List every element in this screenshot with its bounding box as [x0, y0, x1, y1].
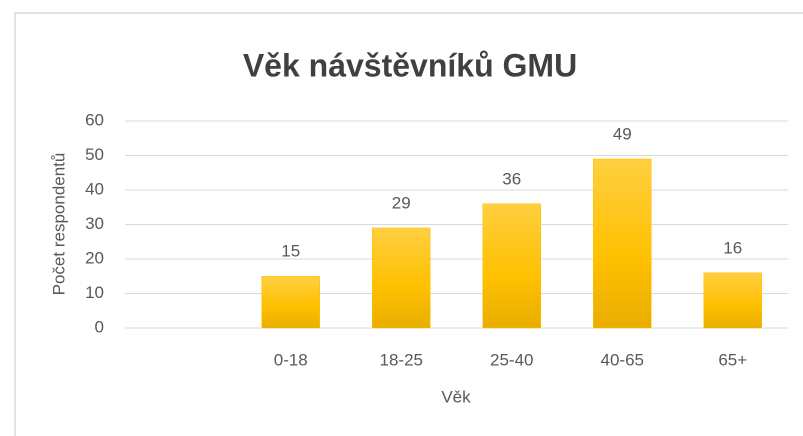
y-tick-label: 30: [85, 214, 104, 233]
bar: [703, 272, 762, 329]
x-tick-label: 0-18: [274, 350, 308, 369]
x-tick-label: 25-40: [490, 350, 533, 369]
chart-frame: [14, 12, 803, 436]
x-tick-label: 18-25: [380, 350, 423, 369]
y-tick-label: 40: [85, 179, 104, 198]
y-axis-label: Počet respondentů: [49, 153, 68, 296]
data-label: 16: [723, 238, 742, 257]
data-label: 36: [502, 169, 521, 188]
y-tick-label: 10: [85, 283, 104, 302]
y-tick-label: 50: [85, 145, 104, 164]
bar: [482, 203, 541, 329]
x-tick-label: 65+: [718, 350, 747, 369]
bar: [261, 276, 320, 329]
data-label: 15: [281, 242, 300, 261]
y-tick-label: 60: [85, 110, 104, 129]
data-label: 49: [613, 124, 632, 143]
data-label: 29: [392, 193, 411, 212]
y-tick-label: 20: [85, 248, 104, 267]
x-axis-label: Věk: [441, 387, 471, 406]
bar: [593, 158, 652, 329]
y-tick-label: 0: [95, 317, 104, 336]
bar: [372, 227, 431, 329]
chart-title: Věk návštěvníků GMU: [243, 47, 577, 83]
x-tick-label: 40-65: [601, 350, 644, 369]
